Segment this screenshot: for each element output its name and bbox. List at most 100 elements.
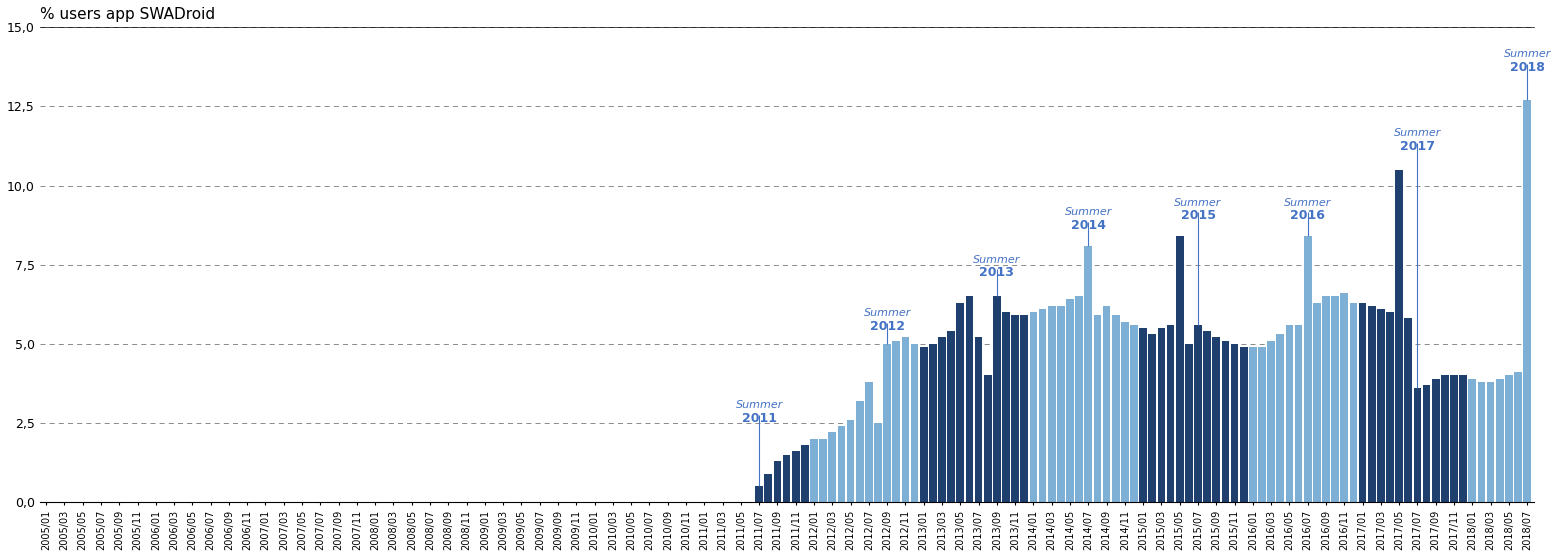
- Bar: [1331, 296, 1339, 502]
- Bar: [901, 338, 909, 502]
- Bar: [1478, 382, 1486, 502]
- Bar: [1313, 302, 1320, 502]
- Text: 2011: 2011: [742, 412, 776, 425]
- Bar: [1158, 328, 1165, 502]
- Bar: [1350, 302, 1358, 502]
- Text: 2017: 2017: [1400, 140, 1434, 153]
- Bar: [892, 341, 900, 502]
- Bar: [1322, 296, 1330, 502]
- Bar: [1386, 312, 1394, 502]
- Bar: [1194, 325, 1202, 502]
- Text: Summer: Summer: [1285, 198, 1331, 208]
- Bar: [856, 400, 864, 502]
- Bar: [884, 344, 892, 502]
- Bar: [792, 451, 800, 502]
- Bar: [1277, 334, 1285, 502]
- Bar: [1085, 246, 1093, 502]
- Text: Summer: Summer: [1503, 49, 1551, 59]
- Text: % users app SWADroid: % users app SWADroid: [39, 7, 215, 22]
- Bar: [1267, 341, 1275, 502]
- Bar: [965, 296, 973, 502]
- Bar: [1523, 100, 1531, 502]
- Bar: [783, 455, 790, 502]
- Bar: [1495, 379, 1503, 502]
- Bar: [1441, 375, 1448, 502]
- Bar: [1303, 236, 1311, 502]
- Bar: [1093, 315, 1101, 502]
- Bar: [1459, 375, 1467, 502]
- Bar: [1185, 344, 1193, 502]
- Bar: [1469, 379, 1476, 502]
- Bar: [1395, 170, 1403, 502]
- Text: 2016: 2016: [1291, 209, 1325, 222]
- Bar: [1057, 306, 1065, 502]
- Bar: [1149, 334, 1157, 502]
- Bar: [1405, 319, 1412, 502]
- Bar: [920, 347, 928, 502]
- Text: 2012: 2012: [870, 320, 904, 333]
- Text: 2014: 2014: [1071, 219, 1105, 232]
- Bar: [1213, 338, 1221, 502]
- Text: Summer: Summer: [736, 400, 783, 411]
- Bar: [764, 473, 772, 502]
- Bar: [1012, 315, 1020, 502]
- Bar: [984, 375, 992, 502]
- Bar: [1140, 328, 1147, 502]
- Bar: [1166, 325, 1174, 502]
- Bar: [1112, 315, 1119, 502]
- Bar: [773, 461, 781, 502]
- Bar: [811, 439, 818, 502]
- Bar: [1222, 341, 1230, 502]
- Bar: [1504, 375, 1512, 502]
- Bar: [847, 420, 854, 502]
- Bar: [755, 486, 762, 502]
- Bar: [1029, 312, 1037, 502]
- Bar: [1002, 312, 1010, 502]
- Bar: [1414, 388, 1422, 502]
- Bar: [1076, 296, 1084, 502]
- Bar: [1021, 315, 1029, 502]
- Bar: [1377, 309, 1384, 502]
- Text: 2018: 2018: [1509, 61, 1545, 74]
- Bar: [801, 445, 809, 502]
- Bar: [1431, 379, 1439, 502]
- Bar: [1341, 293, 1349, 502]
- Bar: [956, 302, 963, 502]
- Bar: [1359, 302, 1367, 502]
- Bar: [1038, 309, 1046, 502]
- Bar: [1249, 347, 1257, 502]
- Bar: [1066, 300, 1074, 502]
- Bar: [1230, 344, 1238, 502]
- Bar: [828, 432, 836, 502]
- Bar: [948, 331, 956, 502]
- Bar: [974, 338, 982, 502]
- Bar: [820, 439, 828, 502]
- Bar: [865, 382, 873, 502]
- Text: Summer: Summer: [1065, 207, 1112, 217]
- Bar: [1130, 325, 1138, 502]
- Bar: [1175, 236, 1183, 502]
- Text: Summer: Summer: [1394, 128, 1441, 138]
- Text: Summer: Summer: [864, 309, 910, 319]
- Bar: [1121, 321, 1129, 502]
- Bar: [1204, 331, 1211, 502]
- Bar: [1514, 372, 1522, 502]
- Bar: [1294, 325, 1302, 502]
- Bar: [1487, 382, 1495, 502]
- Text: Summer: Summer: [973, 255, 1021, 265]
- Bar: [1048, 306, 1055, 502]
- Bar: [875, 423, 882, 502]
- Text: Summer: Summer: [1174, 198, 1222, 208]
- Bar: [1450, 375, 1458, 502]
- Bar: [1423, 385, 1431, 502]
- Bar: [939, 338, 946, 502]
- Bar: [1102, 306, 1110, 502]
- Bar: [837, 426, 845, 502]
- Bar: [1367, 306, 1375, 502]
- Bar: [993, 296, 1001, 502]
- Text: 2015: 2015: [1180, 209, 1216, 222]
- Bar: [1239, 347, 1247, 502]
- Bar: [1286, 325, 1294, 502]
- Text: 2013: 2013: [979, 266, 1015, 279]
- Bar: [910, 344, 918, 502]
